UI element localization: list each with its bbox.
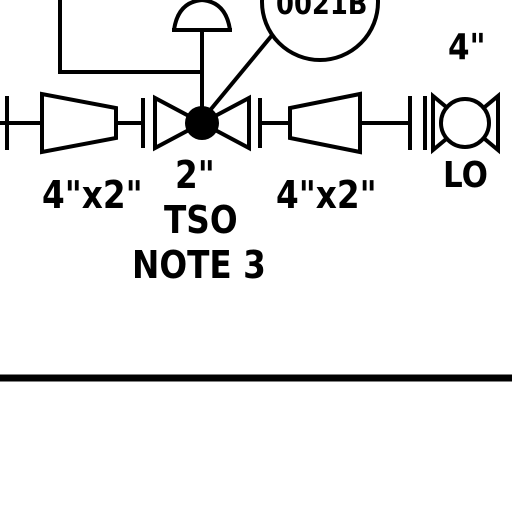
valve-note-label: NOTE 3: [132, 243, 266, 287]
instrument-tag-label: 0021B: [276, 0, 368, 22]
reducer-right-icon: [288, 91, 362, 155]
reducer-right-label: 4"x2": [276, 173, 377, 217]
valve-size-label: 2": [175, 153, 215, 197]
lo-valve-ball-icon: [439, 97, 491, 149]
valve-type-label: TSO: [164, 198, 238, 242]
reducer-left-icon: [40, 91, 118, 155]
actuator-dome: [172, 0, 232, 32]
valve-center-dot: [185, 106, 219, 140]
instrument-bubble-icon: [260, 0, 380, 62]
lock-status-label: LO: [443, 155, 488, 196]
valve-body-icon: [153, 94, 251, 152]
reducer-left-label: 4"x2": [42, 173, 143, 217]
line-size-label: 4": [448, 27, 486, 68]
instrument-leader-line: [200, 26, 280, 122]
